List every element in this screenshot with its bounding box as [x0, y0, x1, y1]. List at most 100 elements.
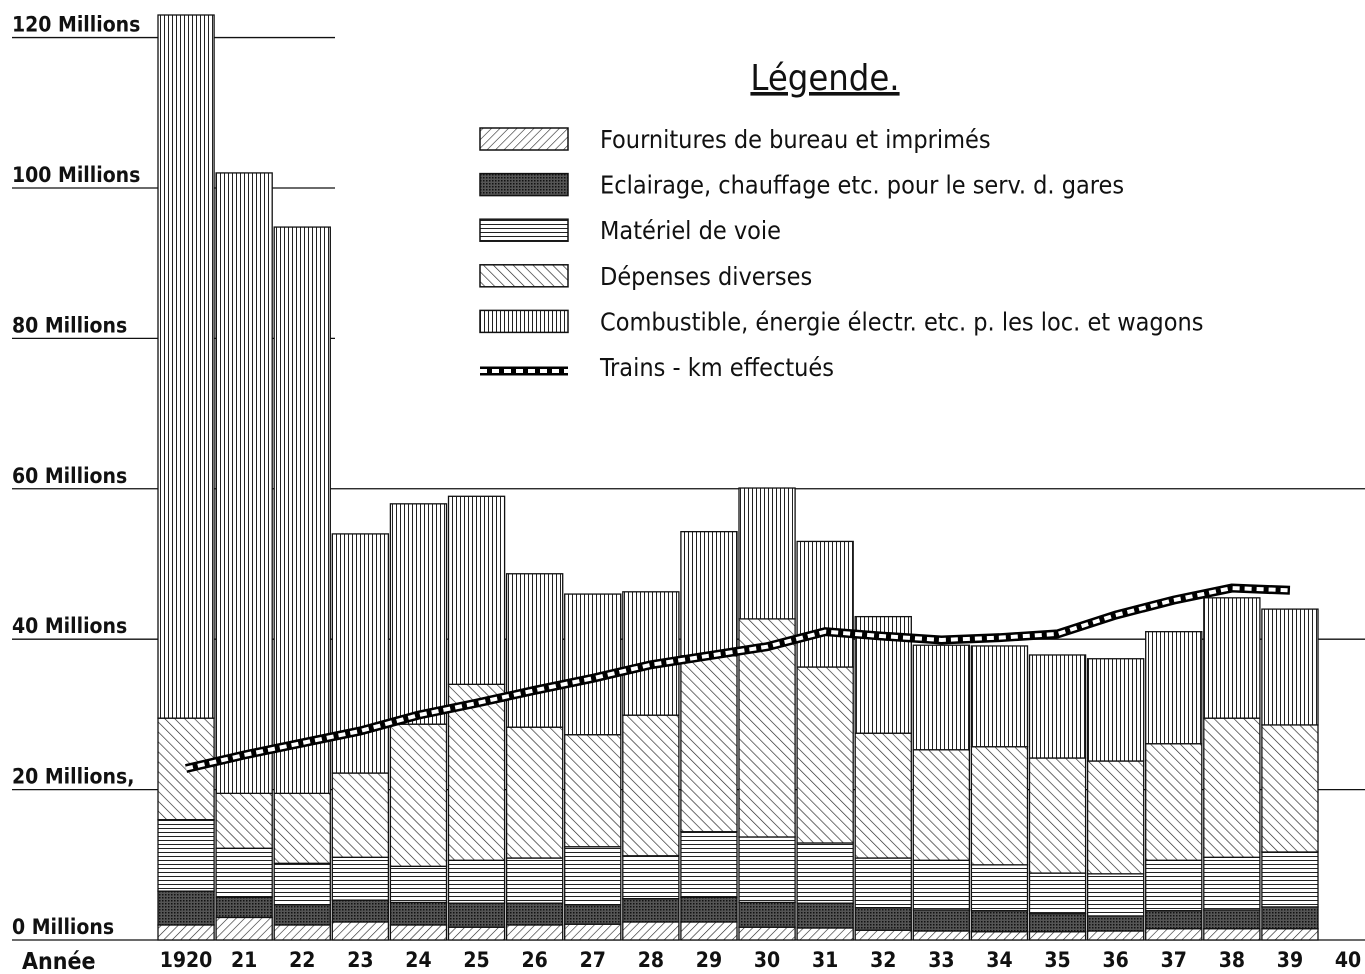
- x-tick-label: 30: [754, 948, 780, 972]
- bar-segment: [1261, 906, 1319, 930]
- bar-segment: [680, 896, 738, 923]
- bar-segment: [1028, 757, 1087, 874]
- bar-segment: [622, 921, 680, 941]
- y-tick-label: 100 Millions: [12, 163, 140, 187]
- x-tick-label: 26: [522, 948, 548, 972]
- legend-swatch: [479, 309, 569, 334]
- x-tick-label: 38: [1219, 948, 1245, 972]
- bar-segment: [215, 792, 273, 849]
- bar-segment: [215, 847, 273, 898]
- y-tick-label: 60 Millions: [12, 464, 127, 488]
- legend-swatch: [479, 172, 569, 197]
- bar-segment: [680, 831, 738, 898]
- legend-label: Trains - km effectués: [599, 353, 834, 382]
- bar-segment: [1086, 760, 1145, 875]
- bar-segment: [912, 749, 971, 861]
- y-tick-label: 120 Millions: [12, 13, 140, 37]
- bar-segment: [738, 926, 796, 941]
- bar-segment: [564, 846, 622, 906]
- bar-segment: [389, 865, 448, 904]
- bar-segment: [389, 503, 448, 725]
- bar-segment: [273, 226, 331, 795]
- bar-segment: [215, 896, 273, 919]
- bar-segment: [738, 487, 796, 620]
- bar-segment: [331, 772, 390, 858]
- bar-segment: [796, 666, 854, 844]
- legend-swatch: [479, 127, 569, 151]
- legend-swatch: [479, 264, 569, 288]
- x-tick-label: 24: [405, 948, 431, 972]
- bar-segment: [680, 530, 738, 657]
- legend-label: Dépenses diverses: [600, 262, 812, 291]
- bar-segment: [447, 683, 506, 861]
- y-tick-label: 0 Millions: [12, 915, 114, 939]
- x-tick-label: 36: [1103, 948, 1129, 972]
- bar-segment: [970, 746, 1029, 866]
- bar-segment: [912, 859, 971, 911]
- x-tick-label: 22: [289, 948, 315, 972]
- bar-segment: [854, 907, 912, 931]
- bar-segment: [447, 902, 506, 928]
- bar-segment: [331, 856, 390, 901]
- bar-segment: [622, 897, 680, 923]
- x-tick-label: 35: [1044, 948, 1070, 972]
- bar-segment: [796, 540, 854, 668]
- bar-segment: [157, 924, 215, 941]
- bar-segment: [505, 857, 564, 904]
- bar-segment: [970, 931, 1029, 941]
- bar-segment: [447, 495, 506, 685]
- legend-label: Combustible, énergie électr. etc. p. les…: [600, 307, 1203, 336]
- bar-segment: [273, 792, 331, 864]
- bar-segment: [1261, 928, 1319, 941]
- y-tick-label: 80 Millions: [12, 313, 127, 337]
- bar-segment: [796, 927, 854, 941]
- bar-segment: [1145, 910, 1203, 930]
- bar-segment: [970, 645, 1029, 748]
- x-tick-label: 40: [1335, 948, 1361, 972]
- bar-segment: [622, 591, 680, 716]
- bar-segment: [680, 921, 738, 941]
- bar-segment: [505, 726, 564, 859]
- bar-segment: [505, 573, 564, 728]
- bar-segment: [1145, 928, 1203, 941]
- bar-segment: [738, 618, 796, 838]
- x-tick-label: 21: [231, 948, 257, 972]
- x-tick-label: 39: [1277, 948, 1303, 972]
- bar-segment: [157, 819, 215, 892]
- line-dash: [185, 586, 1291, 771]
- bar-segment: [389, 924, 448, 941]
- x-tick-label: 34: [986, 948, 1012, 972]
- bar-segment: [912, 644, 971, 751]
- x-tick-label: 23: [347, 948, 373, 972]
- x-tick-label: 28: [638, 948, 664, 972]
- bar-segment: [738, 836, 796, 904]
- bar-segment: [1203, 856, 1261, 911]
- bar-segment: [912, 909, 971, 932]
- y-tick-label: 40 Millions: [12, 614, 127, 638]
- bar-segment: [505, 924, 564, 941]
- bar-segment: [564, 734, 622, 848]
- bar-segment: [912, 930, 971, 941]
- bar-segment: [215, 916, 273, 941]
- bar-segment: [854, 929, 912, 941]
- bar-segment: [738, 901, 796, 928]
- bar-segment: [796, 902, 854, 929]
- bar-segment: [564, 904, 622, 925]
- bar-segment: [1086, 915, 1145, 932]
- bar-segment: [1261, 851, 1319, 908]
- bar-segment: [447, 926, 506, 941]
- bar-segment: [970, 864, 1029, 912]
- bar-segment: [273, 924, 331, 941]
- legend-swatch: [479, 218, 569, 242]
- x-tick-label: 32: [870, 948, 896, 972]
- bar-segment: [796, 842, 854, 904]
- x-axis-label: Année: [22, 949, 96, 974]
- bar-segment: [1028, 654, 1087, 759]
- bar-segment: [215, 172, 273, 795]
- bar-segment: [622, 714, 680, 857]
- bar-segment: [622, 855, 680, 900]
- legend-label: Eclairage, chauffage etc. pour le serv. …: [600, 171, 1124, 200]
- bar-segment: [1145, 743, 1203, 861]
- bar-segment: [1028, 931, 1087, 941]
- bar-segment: [389, 723, 448, 867]
